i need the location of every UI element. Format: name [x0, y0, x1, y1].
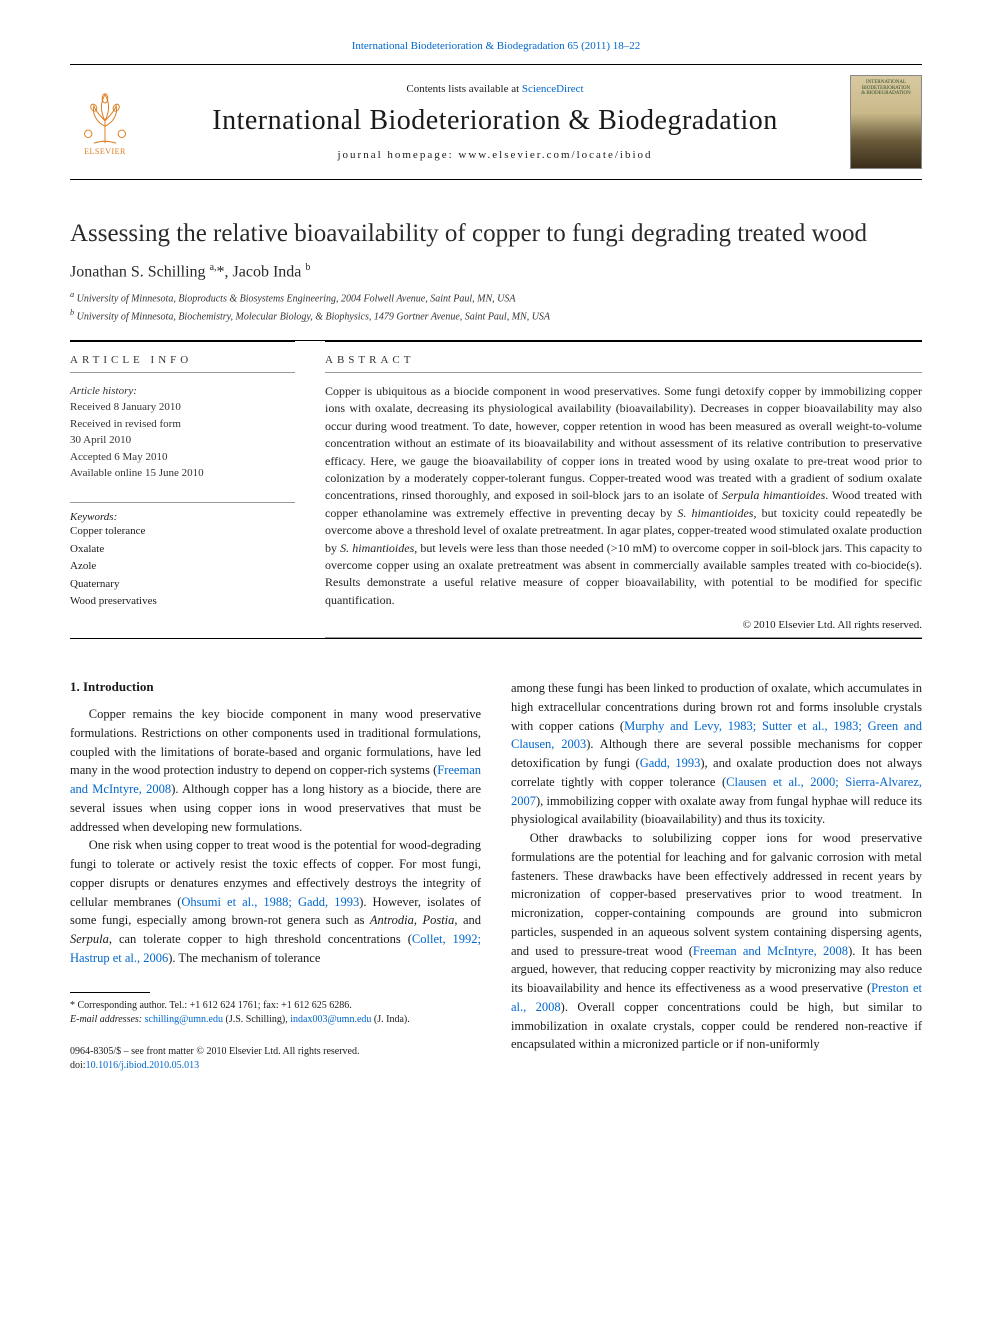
- email-link[interactable]: indax003@umn.edu: [290, 1014, 371, 1025]
- email-footnote: E-mail addresses: schilling@umn.edu (J.S…: [70, 1013, 481, 1027]
- cover-caption: INTERNATIONAL BIODETERIORATION & BIODEGR…: [861, 80, 911, 97]
- info-row: ARTICLE INFO Article history: Received 8…: [70, 341, 922, 638]
- rule-divider: [70, 638, 922, 639]
- sciencedirect-link[interactable]: ScienceDirect: [522, 83, 584, 95]
- column-right: among these fungi has been linked to pro…: [511, 679, 922, 1073]
- doi-link[interactable]: 10.1016/j.ibiod.2010.05.013: [86, 1060, 200, 1071]
- footnote-rule: [70, 992, 150, 993]
- col2-para-1: among these fungi has been linked to pro…: [511, 679, 922, 829]
- elsevier-label: ELSEVIER: [84, 147, 126, 156]
- divider: [70, 372, 295, 373]
- banner-center: Contents lists available at ScienceDirec…: [152, 83, 838, 161]
- body-columns: 1. Introduction Copper remains the key b…: [70, 679, 922, 1073]
- abstract-head: ABSTRACT: [325, 354, 922, 366]
- intro-heading: 1. Introduction: [70, 679, 481, 695]
- divider: [325, 637, 922, 638]
- ref-link[interactable]: Gadd, 1993: [640, 756, 701, 770]
- journal-homepage: journal homepage: www.elsevier.com/locat…: [152, 149, 838, 161]
- intro-para-2: One risk when using copper to treat wood…: [70, 836, 481, 967]
- col2-para-2: Other drawbacks to solubilizing copper i…: [511, 829, 922, 1054]
- homepage-url: www.elsevier.com/locate/ibiod: [458, 149, 652, 161]
- elsevier-tree-icon: [77, 89, 133, 145]
- ref-link[interactable]: Ohsumi et al., 1988; Gadd, 1993: [181, 895, 359, 909]
- abstract-panel: ABSTRACT Copper is ubiquitous as a bioci…: [325, 341, 922, 638]
- abstract-copyright: © 2010 Elsevier Ltd. All rights reserved…: [325, 619, 922, 631]
- citation-link[interactable]: International Biodeterioration & Biodegr…: [352, 40, 641, 52]
- article-info-panel: ARTICLE INFO Article history: Received 8…: [70, 341, 295, 638]
- journal-cover-thumbnail: INTERNATIONAL BIODETERIORATION & BIODEGR…: [850, 75, 922, 169]
- keywords-list: Copper tolerance Oxalate Azole Quaternar…: [70, 523, 295, 611]
- divider: [325, 372, 922, 373]
- authors: Jonathan S. Schilling a,*, Jacob Inda b: [70, 262, 922, 281]
- affiliation-a: a University of Minnesota, Bioproducts &…: [70, 289, 922, 306]
- journal-banner: ELSEVIER Contents lists available at Sci…: [70, 64, 922, 180]
- article-history: Article history: Received 8 January 2010…: [70, 383, 295, 482]
- article-title: Assessing the relative bioavailability o…: [70, 220, 922, 248]
- intro-para-1: Copper remains the key biocide component…: [70, 705, 481, 836]
- divider: [70, 502, 295, 503]
- front-matter: 0964-8305/$ – see front matter © 2010 El…: [70, 1045, 481, 1073]
- contents-line: Contents lists available at ScienceDirec…: [152, 83, 838, 95]
- abstract-text: Copper is ubiquitous as a biocide compon…: [325, 383, 922, 609]
- article-info-head: ARTICLE INFO: [70, 354, 295, 366]
- email-link[interactable]: schilling@umn.edu: [145, 1014, 223, 1025]
- corresponding-author-footnote: * Corresponding author. Tel.: +1 612 624…: [70, 999, 481, 1013]
- column-left: 1. Introduction Copper remains the key b…: [70, 679, 481, 1073]
- journal-title: International Biodeterioration & Biodegr…: [152, 105, 838, 137]
- citation-line: International Biodeterioration & Biodegr…: [70, 40, 922, 52]
- affiliation-b: b University of Minnesota, Biochemistry,…: [70, 307, 922, 324]
- publisher-logo: ELSEVIER: [70, 87, 140, 157]
- keywords-label: Keywords:: [70, 511, 295, 523]
- ref-link[interactable]: Freeman and McIntyre, 2008: [693, 944, 848, 958]
